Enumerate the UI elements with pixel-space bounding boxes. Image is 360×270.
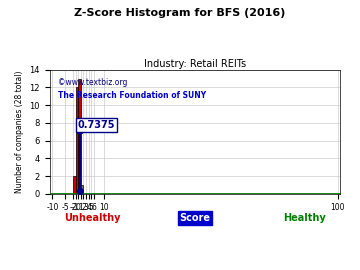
Bar xyxy=(78,79,81,194)
Title: Industry: Retail REITs: Industry: Retail REITs xyxy=(144,59,246,69)
Text: The Research Foundation of SUNY: The Research Foundation of SUNY xyxy=(58,91,207,100)
Bar xyxy=(73,176,76,194)
Text: Unhealthy: Unhealthy xyxy=(64,213,121,223)
Text: Score: Score xyxy=(180,213,211,223)
Text: Healthy: Healthy xyxy=(283,213,326,223)
Text: 0.7375: 0.7375 xyxy=(78,120,116,130)
Y-axis label: Number of companies (28 total): Number of companies (28 total) xyxy=(15,70,24,193)
Bar xyxy=(81,185,84,194)
Bar xyxy=(76,87,78,194)
Text: ©www.textbiz.org: ©www.textbiz.org xyxy=(58,78,128,87)
Text: Z-Score Histogram for BFS (2016): Z-Score Histogram for BFS (2016) xyxy=(74,8,286,18)
